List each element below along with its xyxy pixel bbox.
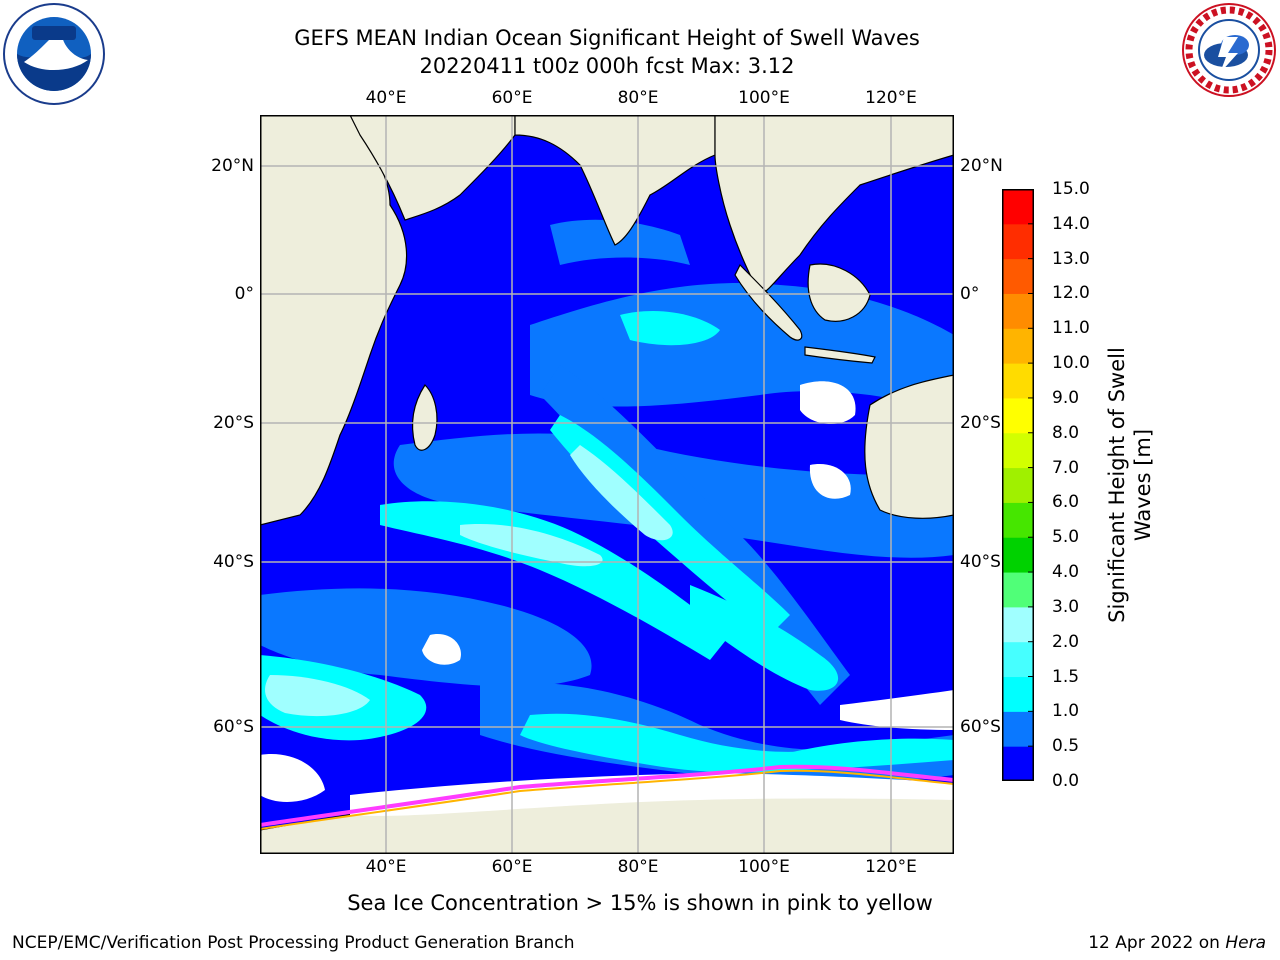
colorbar-swatch bbox=[1002, 223, 1034, 260]
colorbar-tick-label: 1.0 bbox=[1052, 701, 1080, 722]
lon-label-bottom: 40°E bbox=[365, 857, 407, 877]
lat-label-left: 60°S bbox=[213, 717, 254, 737]
colorbar-tick-label: 4.0 bbox=[1052, 562, 1080, 583]
lat-label-right: 0° bbox=[960, 284, 980, 304]
colorbar-tick-label: 7.0 bbox=[1052, 457, 1080, 478]
map-subtitle: 20220411 t00z 000h fcst Max: 3.12 bbox=[419, 54, 795, 78]
colorbar-tick-label: 13.0 bbox=[1052, 248, 1090, 269]
colorbar-swatch bbox=[1002, 676, 1034, 712]
colorbar-swatch bbox=[1002, 537, 1034, 573]
map-title: GEFS MEAN Indian Ocean Significant Heigh… bbox=[294, 26, 920, 50]
lat-label-left: 20°S bbox=[213, 413, 254, 433]
lat-label-right: 20°S bbox=[960, 413, 1001, 433]
colorbar-tick-label: 8.0 bbox=[1052, 422, 1080, 443]
lon-label-top: 80°E bbox=[617, 88, 659, 108]
colorbar-swatch bbox=[1002, 606, 1034, 643]
colorbar-swatch bbox=[1002, 397, 1034, 434]
colorbar-tick-label: 10.0 bbox=[1052, 353, 1090, 374]
colorbar-tick-label: 11.0 bbox=[1052, 318, 1090, 339]
colorbar-tick-label: 2.0 bbox=[1052, 631, 1080, 652]
colorbar-swatch bbox=[1002, 432, 1034, 469]
lon-label-top: 60°E bbox=[491, 88, 533, 108]
colorbar-swatch bbox=[1002, 502, 1034, 538]
lat-label-right: 60°S bbox=[960, 717, 1001, 737]
lat-label-left: 40°S bbox=[213, 552, 254, 572]
colorbar-tick-label: 0.5 bbox=[1052, 736, 1080, 757]
date-line: 12 Apr 2022 on Hera bbox=[1088, 933, 1266, 953]
colorbar-tick-label: 12.0 bbox=[1052, 283, 1090, 304]
lon-label-bottom: 100°E bbox=[738, 857, 790, 877]
credit-line: NCEP/EMC/Verification Post Processing Pr… bbox=[12, 933, 575, 953]
lon-label-bottom: 60°E bbox=[491, 857, 533, 877]
colorbar-swatch bbox=[1002, 258, 1034, 294]
colorbar-tick-label: 3.0 bbox=[1052, 596, 1080, 617]
lat-label-left: 20°N bbox=[211, 156, 254, 176]
colorbar-tick-label: 5.0 bbox=[1052, 527, 1080, 548]
colorbar-tick-label: 15.0 bbox=[1052, 179, 1090, 199]
colorbar-tick-label: 1.5 bbox=[1052, 666, 1080, 687]
nws-logo bbox=[1182, 3, 1276, 97]
lat-label-right: 40°S bbox=[960, 552, 1001, 572]
colorbar-swatch bbox=[1002, 293, 1034, 329]
lon-label-bottom: 80°E bbox=[617, 857, 659, 877]
lon-label-bottom: 120°E bbox=[865, 857, 917, 877]
colorbar bbox=[1002, 189, 1034, 781]
colorbar-swatch bbox=[1002, 328, 1034, 364]
colorbar-tick-label: 14.0 bbox=[1052, 213, 1090, 234]
no-data-patches bbox=[260, 381, 954, 816]
colorbar-swatch bbox=[1002, 467, 1034, 503]
noaa-logo bbox=[3, 3, 105, 105]
colorbar-tick-label: 9.0 bbox=[1052, 387, 1080, 408]
lon-label-top: 120°E bbox=[865, 88, 917, 108]
sea-ice-footnote: Sea Ice Concentration > 15% is shown in … bbox=[347, 891, 933, 915]
swell-band-light bbox=[265, 445, 673, 717]
colorbar-swatch bbox=[1002, 572, 1034, 608]
lon-label-top: 100°E bbox=[738, 88, 790, 108]
colorbar-swatch bbox=[1002, 746, 1034, 781]
colorbar-tick-label: 0.0 bbox=[1052, 771, 1080, 791]
gridlines bbox=[260, 115, 954, 854]
lon-label-top: 40°E bbox=[365, 88, 407, 108]
colorbar-label: Significant Height of Swell Waves [m] bbox=[1105, 347, 1155, 623]
date-text: 12 Apr 2022 on bbox=[1088, 933, 1220, 953]
colorbar-swatch bbox=[1002, 641, 1034, 678]
colorbar-tick-label: 6.0 bbox=[1052, 492, 1080, 513]
lat-label-right: 20°N bbox=[960, 156, 1003, 176]
swell-height-map bbox=[260, 115, 954, 854]
lat-label-left: 0° bbox=[234, 284, 254, 304]
machine-name: Hera bbox=[1225, 933, 1266, 953]
colorbar-swatch bbox=[1002, 189, 1034, 225]
colorbar-swatch bbox=[1002, 363, 1034, 399]
colorbar-swatch bbox=[1002, 711, 1034, 747]
